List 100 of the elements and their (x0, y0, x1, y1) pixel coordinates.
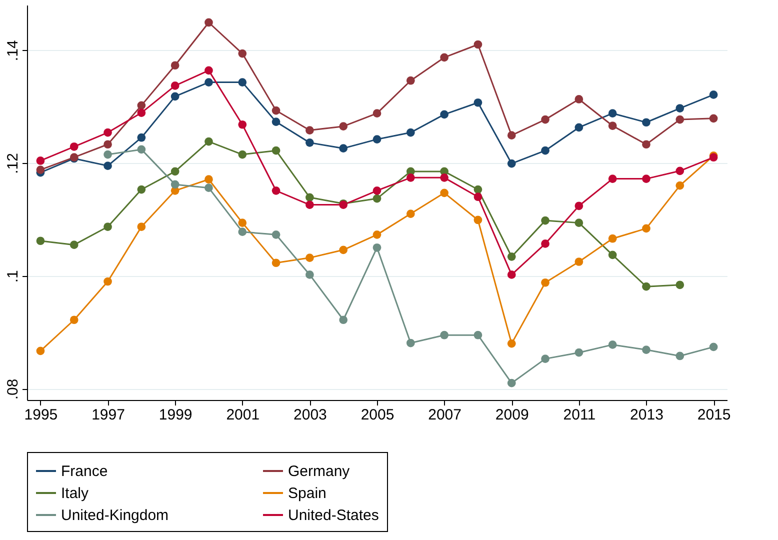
point (406, 128, 415, 137)
point (676, 352, 684, 360)
point (372, 109, 382, 118)
point (709, 342, 718, 352)
point (608, 174, 617, 183)
point (709, 90, 718, 99)
point (574, 202, 584, 210)
point (137, 185, 146, 194)
point (272, 186, 280, 195)
point (406, 173, 415, 182)
point (574, 348, 584, 357)
point (104, 128, 112, 137)
point (204, 66, 213, 75)
point (474, 185, 482, 194)
x-tick-label: 1997 (92, 406, 125, 424)
y-tick-label: .12 (4, 153, 22, 174)
point (642, 224, 650, 233)
point (440, 53, 448, 62)
point (170, 92, 180, 101)
point (608, 340, 617, 349)
point (642, 346, 650, 354)
x-tick-label: 2001 (226, 406, 260, 424)
point (676, 166, 684, 176)
point (272, 106, 280, 115)
point (541, 354, 550, 363)
legend-label: Spain (288, 485, 326, 502)
point (70, 240, 78, 249)
point (574, 123, 584, 132)
y-tick-label: .1 (4, 270, 22, 283)
point (36, 156, 45, 165)
point (70, 316, 78, 324)
point (541, 216, 550, 225)
x-tick-label: 2015 (697, 406, 731, 424)
point (440, 110, 448, 119)
point (574, 258, 584, 266)
legend-label: Germany (288, 463, 350, 480)
point (238, 49, 247, 58)
point (642, 174, 650, 183)
point (541, 146, 550, 155)
point (238, 228, 247, 236)
point (306, 193, 314, 202)
x-tick-label: 1995 (24, 406, 58, 424)
point (272, 146, 280, 155)
point (372, 230, 382, 239)
point (170, 180, 180, 189)
legend-label: Italy (61, 485, 90, 502)
point (541, 278, 550, 287)
point (137, 222, 146, 231)
point (306, 200, 314, 209)
point (306, 126, 314, 134)
point (642, 140, 650, 149)
point (642, 282, 650, 291)
point (372, 194, 382, 203)
point (642, 118, 650, 127)
point (507, 339, 516, 348)
point (104, 222, 112, 231)
legend-label: United-States (288, 507, 379, 524)
point (238, 150, 247, 159)
point (474, 216, 482, 224)
point (676, 181, 684, 190)
point (507, 270, 516, 279)
point (36, 346, 45, 356)
point (272, 258, 280, 268)
point (507, 131, 516, 140)
point (440, 330, 448, 340)
x-tick-label: 2013 (630, 406, 664, 424)
point (204, 175, 213, 184)
point (104, 277, 112, 286)
point (306, 270, 314, 279)
point (137, 101, 146, 110)
x-tick-label: 2011 (563, 406, 596, 424)
point (339, 144, 348, 153)
point (676, 115, 684, 124)
point (372, 135, 382, 144)
x-tick-label: 2009 (495, 406, 529, 424)
point (137, 145, 146, 154)
point (507, 378, 516, 388)
point (372, 186, 382, 195)
point (608, 122, 617, 130)
point (406, 210, 415, 218)
x-tick-label: 2003 (294, 406, 327, 424)
point (104, 140, 112, 149)
point (507, 252, 516, 261)
point (204, 78, 213, 86)
point (238, 218, 247, 227)
point (137, 108, 146, 117)
point (709, 114, 718, 123)
point (406, 76, 415, 85)
point (507, 159, 516, 168)
point (541, 115, 550, 124)
x-tick-label: 2005 (360, 406, 394, 424)
x-tick-label: 1999 (158, 406, 192, 424)
point (339, 316, 348, 324)
point (238, 120, 247, 129)
point (272, 118, 280, 126)
x-tick-label: 2007 (428, 406, 462, 424)
point (676, 104, 684, 112)
point (474, 192, 482, 202)
point (339, 122, 348, 130)
point (608, 234, 617, 243)
